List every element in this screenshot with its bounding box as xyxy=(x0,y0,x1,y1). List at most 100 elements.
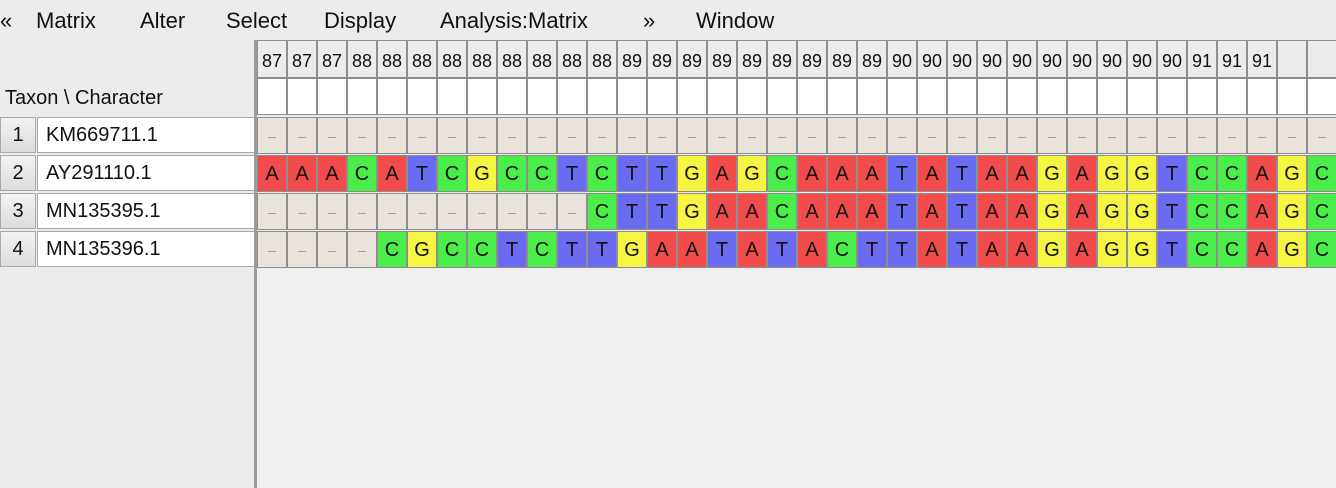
matrix-cell[interactable]: G xyxy=(677,193,707,230)
matrix-cell[interactable]: T xyxy=(557,231,587,268)
matrix-cell[interactable]: T xyxy=(887,231,917,268)
column-name-cell[interactable] xyxy=(737,78,767,115)
matrix-cell[interactable]: A xyxy=(827,193,857,230)
column-header[interactable] xyxy=(1277,40,1307,78)
matrix-cell[interactable]: A xyxy=(797,155,827,192)
column-name-cell[interactable] xyxy=(1217,78,1247,115)
matrix-cell[interactable]: – xyxy=(1247,117,1277,154)
matrix-cell[interactable]: T xyxy=(407,155,437,192)
matrix-cell[interactable]: – xyxy=(587,117,617,154)
column-header[interactable]: 87 xyxy=(317,40,347,78)
matrix-cell[interactable]: A xyxy=(917,155,947,192)
matrix-cell[interactable]: T xyxy=(1157,155,1187,192)
column-header[interactable]: 87 xyxy=(257,40,287,78)
matrix-cell[interactable]: T xyxy=(947,155,977,192)
matrix-cell[interactable]: A xyxy=(827,155,857,192)
matrix-cell[interactable]: – xyxy=(467,193,497,230)
matrix-cell[interactable]: T xyxy=(707,231,737,268)
matrix-cell[interactable]: C xyxy=(827,231,857,268)
taxon-name[interactable]: MN135395.1 xyxy=(37,193,255,229)
column-header[interactable]: 88 xyxy=(407,40,437,78)
column-header[interactable]: 90 xyxy=(977,40,1007,78)
column-name-cell[interactable] xyxy=(527,78,557,115)
column-header[interactable]: 90 xyxy=(1157,40,1187,78)
column-name-cell[interactable] xyxy=(887,78,917,115)
column-header[interactable]: 88 xyxy=(437,40,467,78)
matrix-cell[interactable]: – xyxy=(497,193,527,230)
matrix-cell[interactable]: – xyxy=(497,117,527,154)
taxon-name[interactable]: AY291110.1 xyxy=(37,155,255,191)
column-name-cell[interactable] xyxy=(587,78,617,115)
matrix-cell[interactable]: A xyxy=(977,155,1007,192)
column-header[interactable]: 90 xyxy=(1067,40,1097,78)
menu-scroll-right[interactable]: » xyxy=(643,8,656,33)
matrix-cell[interactable]: C xyxy=(587,193,617,230)
column-name-cell[interactable] xyxy=(1097,78,1127,115)
matrix-cell[interactable]: – xyxy=(1217,117,1247,154)
matrix-cell[interactable]: – xyxy=(317,193,347,230)
column-header[interactable]: 88 xyxy=(557,40,587,78)
matrix-cell[interactable]: – xyxy=(407,193,437,230)
matrix-cell[interactable]: A xyxy=(737,193,767,230)
matrix-cell[interactable]: A xyxy=(677,231,707,268)
matrix-cell[interactable]: – xyxy=(887,117,917,154)
matrix-cell[interactable]: – xyxy=(797,117,827,154)
matrix-cell[interactable]: – xyxy=(857,117,887,154)
matrix-cell[interactable]: – xyxy=(407,117,437,154)
column-header[interactable]: 88 xyxy=(587,40,617,78)
column-name-cell[interactable] xyxy=(797,78,827,115)
matrix-cell[interactable]: – xyxy=(347,193,377,230)
matrix-cell[interactable]: – xyxy=(317,231,347,268)
matrix-cell[interactable]: C xyxy=(467,231,497,268)
matrix-cell[interactable]: T xyxy=(887,155,917,192)
column-header[interactable]: 89 xyxy=(617,40,647,78)
column-name-cell[interactable] xyxy=(1067,78,1097,115)
column-header[interactable]: 90 xyxy=(1097,40,1127,78)
matrix-cell[interactable]: – xyxy=(257,193,287,230)
matrix-cell[interactable]: T xyxy=(557,155,587,192)
matrix-cell[interactable]: T xyxy=(617,155,647,192)
column-name-cell[interactable] xyxy=(347,78,377,115)
column-name-cell[interactable] xyxy=(1157,78,1187,115)
column-header[interactable]: 89 xyxy=(707,40,737,78)
column-name-cell[interactable] xyxy=(647,78,677,115)
column-name-cell[interactable] xyxy=(287,78,317,115)
matrix-cell[interactable]: A xyxy=(1067,155,1097,192)
matrix-cell[interactable]: – xyxy=(1127,117,1157,154)
column-header[interactable]: 89 xyxy=(647,40,677,78)
column-name-cell[interactable] xyxy=(257,78,287,115)
matrix-cell[interactable]: C xyxy=(1187,231,1217,268)
matrix-cell[interactable]: A xyxy=(1007,231,1037,268)
matrix-cell[interactable]: A xyxy=(1247,155,1277,192)
matrix-cell[interactable]: C xyxy=(1217,155,1247,192)
column-name-cell[interactable] xyxy=(617,78,647,115)
matrix-cell[interactable]: – xyxy=(737,117,767,154)
menu-window[interactable]: Window xyxy=(696,8,775,33)
column-header[interactable]: 89 xyxy=(797,40,827,78)
menu-analysis-matrix[interactable]: Analysis:Matrix xyxy=(440,8,588,33)
matrix-cell[interactable]: G xyxy=(1277,231,1307,268)
matrix-cell[interactable]: – xyxy=(707,117,737,154)
matrix-cell[interactable]: A xyxy=(917,231,947,268)
matrix-cell[interactable]: – xyxy=(1097,117,1127,154)
matrix-cell[interactable]: A xyxy=(707,193,737,230)
matrix-cell[interactable]: A xyxy=(647,231,677,268)
panel-divider[interactable] xyxy=(254,40,257,488)
column-name-cell[interactable] xyxy=(467,78,497,115)
column-name-cell[interactable] xyxy=(437,78,467,115)
column-name-cell[interactable] xyxy=(407,78,437,115)
matrix-cell[interactable]: C xyxy=(347,155,377,192)
matrix-cell[interactable]: – xyxy=(287,117,317,154)
column-name-cell[interactable] xyxy=(707,78,737,115)
column-name-cell[interactable] xyxy=(317,78,347,115)
matrix-cell[interactable]: – xyxy=(347,117,377,154)
matrix-cell[interactable]: A xyxy=(797,193,827,230)
column-name-cell[interactable] xyxy=(827,78,857,115)
matrix-cell[interactable]: – xyxy=(437,117,467,154)
matrix-cell[interactable]: A xyxy=(1247,231,1277,268)
matrix-cell[interactable]: T xyxy=(767,231,797,268)
matrix-cell[interactable]: – xyxy=(917,117,947,154)
column-header[interactable]: 88 xyxy=(377,40,407,78)
matrix-cell[interactable]: C xyxy=(1307,193,1336,230)
matrix-cell[interactable]: T xyxy=(947,231,977,268)
